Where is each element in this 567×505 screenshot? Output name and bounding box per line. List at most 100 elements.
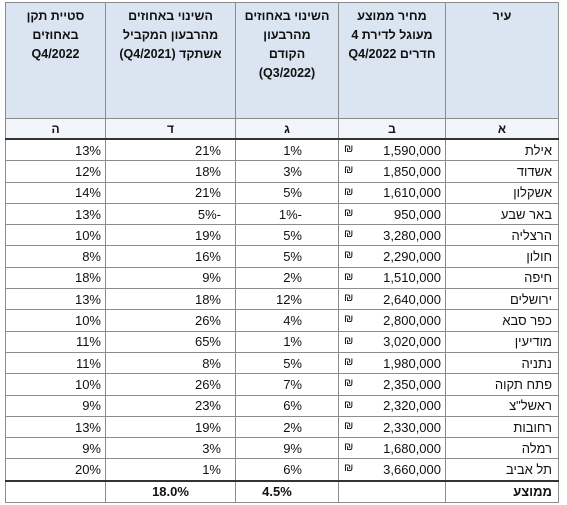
data-row: חולון 2,290,000 ₪ 5% 16% 8% xyxy=(5,245,559,268)
percent-cell: 4% xyxy=(235,309,339,332)
percent-cell: 13% xyxy=(5,288,106,311)
city-cell: ראשל"צ xyxy=(445,394,559,417)
header-line: סטיית תקן xyxy=(26,9,85,23)
price-cell: 1,850,000 ₪ xyxy=(338,160,446,183)
currency-sign: ₪ xyxy=(344,164,354,177)
percent-cell: 1% xyxy=(105,458,236,482)
data-row: מודיעין 3,020,000 ₪ 1% 65% 11% xyxy=(5,330,559,353)
percent-cell: 5% xyxy=(235,351,339,375)
price-value: 3,020,000 xyxy=(383,334,441,350)
header-line: השינוי באחוזים xyxy=(128,9,213,23)
city-cell: אשדוד xyxy=(445,160,559,183)
currency-sign: ₪ xyxy=(344,185,354,198)
column-letter: א xyxy=(445,118,559,140)
spreadsheet: עיר מחיר ממוצע מעוגל לדירת 4 חדרים Q4/2022 ה… xyxy=(5,2,559,503)
column-letter: ה xyxy=(5,118,106,140)
percent-cell: 5% xyxy=(235,181,339,204)
header-line: אשתקד (Q4/2021) xyxy=(119,47,222,61)
header-cell: סטיית תקן באחוזים Q4/2022 xyxy=(5,2,106,119)
header-line: (Q3/2022) xyxy=(258,66,316,80)
price-value: 1,680,000 xyxy=(383,440,441,456)
price-cell: 1,610,000 ₪ xyxy=(338,181,446,204)
data-row: אילת 1,590,000 ₪ 1% 21% 13% xyxy=(5,138,559,162)
percent-cell: 18% xyxy=(105,160,236,183)
header-cell: השינוי באחוזים מהרבעון הקודם (Q3/2022) xyxy=(235,2,339,119)
city-cell: ירושלים xyxy=(445,288,559,311)
column-letter: ג xyxy=(235,118,339,140)
data-row: אשקלון 1,610,000 ₪ 5% 21% 14% xyxy=(5,181,559,204)
header-cell: עיר xyxy=(445,2,559,119)
percent-cell: 13% xyxy=(5,202,106,226)
data-row: חיפה 1,510,000 ₪ 2% 9% 18% xyxy=(5,266,559,290)
header-line: עיר xyxy=(492,9,512,23)
percent-cell: 10% xyxy=(5,309,106,332)
price-value: 1,980,000 xyxy=(383,355,441,371)
price-cell: 1,680,000 ₪ xyxy=(338,437,446,460)
header-cell: השינוי באחוזים מהרבעון המקביל אשתקד (Q4/20… xyxy=(105,2,236,119)
percent-cell: 8% xyxy=(5,245,106,268)
price-cell: 2,800,000 ₪ xyxy=(338,309,446,332)
average-row: ממוצע 4.5% 18.0% xyxy=(5,479,559,503)
currency-sign: ₪ xyxy=(344,462,354,475)
header-row: עיר מחיר ממוצע מעוגל לדירת 4 חדרים Q4/2022 ה… xyxy=(5,2,559,119)
currency-sign: ₪ xyxy=(344,355,354,368)
percent-cell: 21% xyxy=(105,138,236,162)
price-cell: 2,350,000 ₪ xyxy=(338,373,446,396)
data-row: באר שבע 950,000 ₪ -1% -5% 13% xyxy=(5,202,559,226)
header-line: הקודם xyxy=(268,47,306,61)
currency-sign: ₪ xyxy=(344,270,354,283)
city-cell: באר שבע xyxy=(445,202,559,226)
header-line: מהרבעון המקביל xyxy=(122,28,219,42)
city-cell: רחובות xyxy=(445,415,559,439)
header-line: מהרבעון xyxy=(263,28,311,42)
header-line: Q4/2022 xyxy=(31,47,80,61)
percent-cell: -5% xyxy=(105,202,236,226)
percent-cell: 20% xyxy=(5,458,106,482)
percent-cell: 12% xyxy=(235,288,339,311)
percent-cell: 2% xyxy=(235,266,339,290)
percent-cell: 9% xyxy=(235,437,339,460)
percent-cell: -1% xyxy=(235,202,339,226)
header-line: מעוגל לדירת 4 xyxy=(351,28,433,42)
city-cell: הרצליה xyxy=(445,224,559,247)
percent-cell: 12% xyxy=(5,160,106,183)
city-cell: אשקלון xyxy=(445,181,559,204)
percent-cell: 3% xyxy=(235,160,339,183)
currency-sign: ₪ xyxy=(344,441,354,454)
average-q3: 4.5% xyxy=(235,479,339,503)
price-cell: 2,330,000 ₪ xyxy=(338,415,446,439)
price-cell: 2,640,000 ₪ xyxy=(338,288,446,311)
percent-cell: 65% xyxy=(105,330,236,353)
price-value: 2,320,000 xyxy=(383,398,441,414)
column-letter: ב xyxy=(338,118,446,140)
price-cell: 1,590,000 ₪ xyxy=(338,138,446,162)
data-row: רחובות 2,330,000 ₪ 2% 19% 13% xyxy=(5,415,559,439)
price-value: 1,590,000 xyxy=(383,142,441,158)
currency-sign: ₪ xyxy=(344,334,354,347)
price-cell: 950,000 ₪ xyxy=(338,202,446,226)
percent-cell: 6% xyxy=(235,394,339,417)
price-value: 2,640,000 xyxy=(383,291,441,307)
price-value: 1,510,000 xyxy=(383,270,441,286)
empty-cell xyxy=(5,479,106,503)
price-cell: 2,320,000 ₪ xyxy=(338,394,446,417)
percent-cell: 16% xyxy=(105,245,236,268)
city-cell: אילת xyxy=(445,138,559,162)
currency-sign: ₪ xyxy=(344,228,354,241)
percent-cell: 5% xyxy=(235,224,339,247)
percent-cell: 13% xyxy=(5,415,106,439)
price-value: 2,290,000 xyxy=(383,249,441,265)
percent-cell: 6% xyxy=(235,458,339,482)
percent-cell: 1% xyxy=(235,330,339,353)
percent-cell: 9% xyxy=(5,437,106,460)
city-cell: פתח תקוה xyxy=(445,373,559,396)
currency-sign: ₪ xyxy=(344,206,354,219)
percent-cell: 14% xyxy=(5,181,106,204)
city-cell: כפר סבא xyxy=(445,309,559,332)
data-row: רמלה 1,680,000 ₪ 9% 3% 9% xyxy=(5,437,559,460)
percent-cell: 9% xyxy=(5,394,106,417)
currency-sign: ₪ xyxy=(344,313,354,326)
data-row: נתניה 1,980,000 ₪ 5% 8% 11% xyxy=(5,351,559,375)
price-cell: 1,980,000 ₪ xyxy=(338,351,446,375)
